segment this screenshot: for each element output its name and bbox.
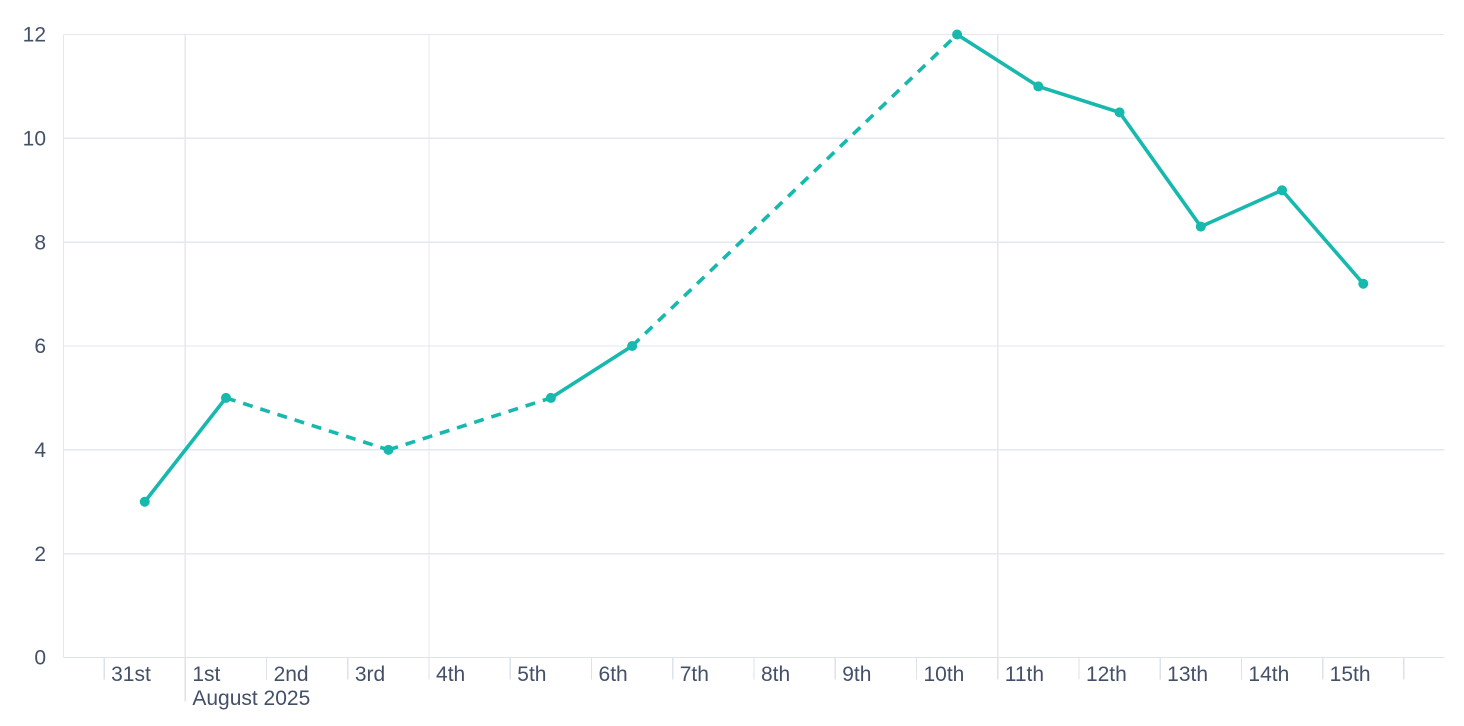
x-tick-label: 3rd (355, 663, 385, 686)
data-point-marker (627, 341, 638, 351)
x-tick-label: 10th (923, 663, 964, 686)
series-segment-dashed (630, 33, 959, 348)
data-point-marker (1358, 278, 1369, 289)
y-tick-label: 0 (34, 647, 46, 670)
x-tick-label: 11th (1005, 663, 1044, 686)
data-point-marker (220, 392, 231, 403)
y-tick-label: 6 (34, 335, 46, 358)
data-point-marker (545, 392, 556, 403)
series-segment-solid (955, 32, 1041, 89)
data-point-marker (1114, 107, 1125, 118)
series-segment-solid (1036, 84, 1122, 115)
series-segment-solid (1198, 188, 1284, 229)
series-segment-dashed (225, 396, 389, 452)
x-tick-label: 6th (599, 663, 628, 686)
x-tick-label: 31st (111, 663, 151, 686)
data-point-marker (383, 444, 394, 455)
series-segment-dashed (387, 396, 552, 452)
data-point-marker (139, 496, 150, 507)
y-tick-label: 8 (34, 231, 46, 254)
data-point-marker (952, 29, 963, 40)
x-tick-label: 5th (517, 663, 546, 686)
y-tick-label: 4 (34, 439, 46, 462)
x-tick-label: 7th (680, 663, 709, 686)
x-tick-label: 1st (192, 663, 220, 686)
x-tick-label: 9th (842, 663, 871, 686)
series-segment-solid (1280, 188, 1366, 286)
y-tick-label: 10 (23, 127, 46, 150)
x-tick-label: 2nd (274, 663, 309, 686)
y-tick-label: 12 (23, 24, 46, 47)
y-tick-label: 2 (34, 543, 46, 566)
x-tick-label: 15th (1330, 663, 1371, 686)
x-axis-month-label: August 2025 (192, 687, 310, 710)
data-point-marker (1033, 81, 1044, 92)
x-tick-label: 14th (1248, 663, 1289, 686)
series-segment-solid (549, 344, 634, 400)
x-tick-label: 4th (436, 663, 465, 686)
data-point-marker (1195, 221, 1206, 232)
x-tick-label: 8th (761, 663, 790, 686)
series-segment-solid (1117, 110, 1203, 229)
series-segment-solid (142, 396, 228, 504)
x-tick-label: 12th (1086, 663, 1127, 686)
x-tick-label: 13th (1167, 663, 1208, 686)
data-point-marker (1277, 185, 1288, 196)
